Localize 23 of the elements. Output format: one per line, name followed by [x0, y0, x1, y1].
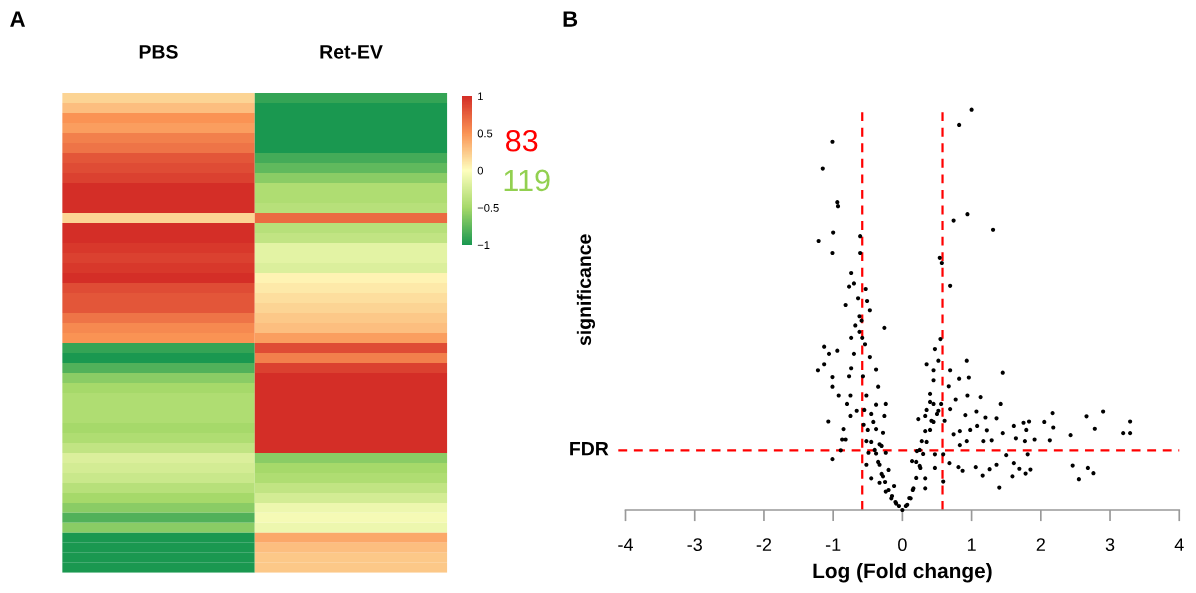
color-bar-label: 0: [477, 166, 483, 175]
x-tick-label: -1: [825, 538, 841, 551]
color-bar-label: 0.5: [477, 129, 493, 138]
text: A: [10, 11, 26, 27]
y-axis-title: significance: [576, 234, 596, 346]
x-tick-label: -2: [756, 538, 772, 551]
text: B: [563, 11, 578, 27]
text: 119: [504, 169, 550, 192]
x-tick-label: Ret-EV: [320, 45, 383, 59]
x-tick-label: 4: [1174, 538, 1184, 551]
x-tick-label: 0: [898, 538, 907, 552]
x-tick-label: 3: [1105, 538, 1115, 552]
color-bar-label: −0.5: [477, 203, 499, 212]
x-tick-label: PBS: [139, 44, 178, 59]
color-bar-label: −1: [477, 241, 490, 249]
x-tick-label: 1: [967, 538, 976, 551]
x-axis-title: Log (Fold change): [813, 562, 992, 583]
x-tick-label: -4: [618, 538, 634, 551]
ref-line-label: FDR: [570, 441, 609, 456]
text: 83: [506, 129, 538, 152]
x-tick-label: -3: [687, 538, 702, 552]
color-bar-label: 1: [478, 92, 483, 101]
x-tick-label: 2: [1036, 538, 1045, 551]
